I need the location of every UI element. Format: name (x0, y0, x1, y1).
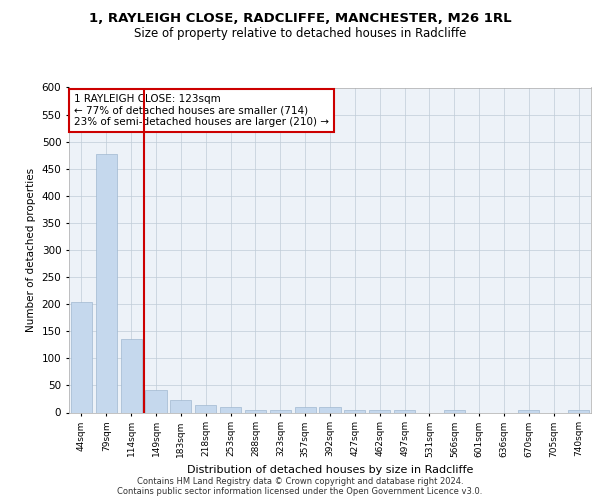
Bar (145, 390, 167, 412)
Y-axis label: Number of detached properties: Number of detached properties (26, 168, 36, 332)
Text: 1 RAYLEIGH CLOSE: 123sqm
← 77% of detached houses are smaller (714)
23% of semi-: 1 RAYLEIGH CLOSE: 123sqm ← 77% of detach… (74, 94, 329, 127)
Bar (568, 410, 589, 412)
Bar (96, 154, 117, 412)
Text: 1, RAYLEIGH CLOSE, RADCLIFFE, MANCHESTER, M26 1RL: 1, RAYLEIGH CLOSE, RADCLIFFE, MANCHESTER… (89, 12, 511, 26)
Bar (319, 407, 341, 412)
Bar (295, 407, 316, 412)
Bar (71, 302, 92, 412)
Bar (121, 340, 142, 412)
Bar (270, 410, 291, 412)
Bar (170, 400, 191, 412)
Bar (344, 410, 365, 412)
Bar (444, 410, 465, 412)
Text: Contains public sector information licensed under the Open Government Licence v3: Contains public sector information licen… (118, 487, 482, 496)
Bar (394, 410, 415, 412)
Bar (220, 406, 241, 412)
Bar (245, 410, 266, 412)
Text: Contains HM Land Registry data © Crown copyright and database right 2024.: Contains HM Land Registry data © Crown c… (137, 478, 463, 486)
Bar (518, 410, 539, 412)
Text: Size of property relative to detached houses in Radcliffe: Size of property relative to detached ho… (134, 28, 466, 40)
Bar (195, 405, 216, 412)
Bar (369, 410, 390, 412)
X-axis label: Distribution of detached houses by size in Radcliffe: Distribution of detached houses by size … (187, 465, 473, 475)
